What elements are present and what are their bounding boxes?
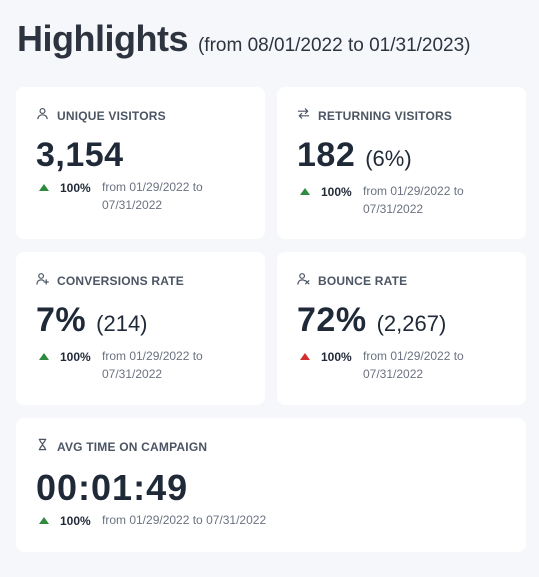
date-range: (from 08/01/2022 to 01/31/2023) <box>197 35 471 56</box>
user-plus-icon <box>36 272 49 290</box>
card-unique-visitors: UNIQUE VISITORS 3,154 100% from 01/29/20… <box>16 87 265 239</box>
user-x-icon <box>297 272 310 290</box>
comparison-period: from 01/29/2022 to 07/31/2022 <box>363 184 464 216</box>
card-label: UNIQUE VISITORS <box>57 109 166 123</box>
user-icon <box>36 107 49 125</box>
card-avg-time-on-campaign: AVG TIME ON CAMPAIGN 00:01:49 100% from … <box>16 418 526 552</box>
trend-up-icon <box>39 184 49 191</box>
card-bounce-rate: BOUNCE RATE 72% (2,267) 100% from 01/29/… <box>277 252 526 405</box>
trend-up-icon <box>39 353 49 360</box>
trend-up-icon <box>300 188 310 195</box>
card-label: CONVERSIONS RATE <box>57 274 184 288</box>
metric-sub-value: (6%) <box>365 146 412 171</box>
comparison-period: from 01/29/2022 to 07/31/2022 <box>102 349 203 381</box>
metric-sub-value: (2,267) <box>376 311 447 336</box>
trend-up-icon <box>39 517 49 524</box>
arrows-swap-icon <box>297 107 310 125</box>
change-row: 100% from 01/29/2022 to 07/31/2022 <box>36 180 245 214</box>
change-percent: 100% <box>60 350 91 364</box>
change-percent: 100% <box>321 185 352 199</box>
card-returning-visitors: RETURNING VISITORS 182 (6%) 100% from 01… <box>277 87 526 239</box>
comparison-period: from 01/29/2022 to 07/31/2022 <box>102 180 203 212</box>
card-label: RETURNING VISITORS <box>318 109 453 123</box>
trend-up-icon <box>300 353 310 360</box>
highlights-header: Highlights (from 08/01/2022 to 01/31/202… <box>17 18 471 60</box>
card-label: AVG TIME ON CAMPAIGN <box>57 440 208 454</box>
metric-sub-value: (214) <box>96 311 148 336</box>
comparison-period: from 01/29/2022 to 07/31/2022 <box>102 513 267 527</box>
card-label: BOUNCE RATE <box>318 274 408 288</box>
card-label-row: UNIQUE VISITORS <box>36 107 245 125</box>
metric-value: 7% <box>36 301 87 339</box>
card-conversions-rate: CONVERSIONS RATE 7% (214) 100% from 01/2… <box>16 252 265 405</box>
change-percent: 100% <box>321 350 352 364</box>
metric-value: 00:01:49 <box>36 467 189 508</box>
metric-value: 3,154 <box>36 136 124 174</box>
change-percent: 100% <box>60 514 91 528</box>
metric-value: 182 <box>297 136 356 174</box>
page-title: Highlights <box>17 18 188 59</box>
comparison-period: from 01/29/2022 to 07/31/2022 <box>363 349 464 381</box>
change-percent: 100% <box>60 181 91 195</box>
metric-value: 72% <box>297 301 367 339</box>
hourglass-icon <box>36 438 49 456</box>
